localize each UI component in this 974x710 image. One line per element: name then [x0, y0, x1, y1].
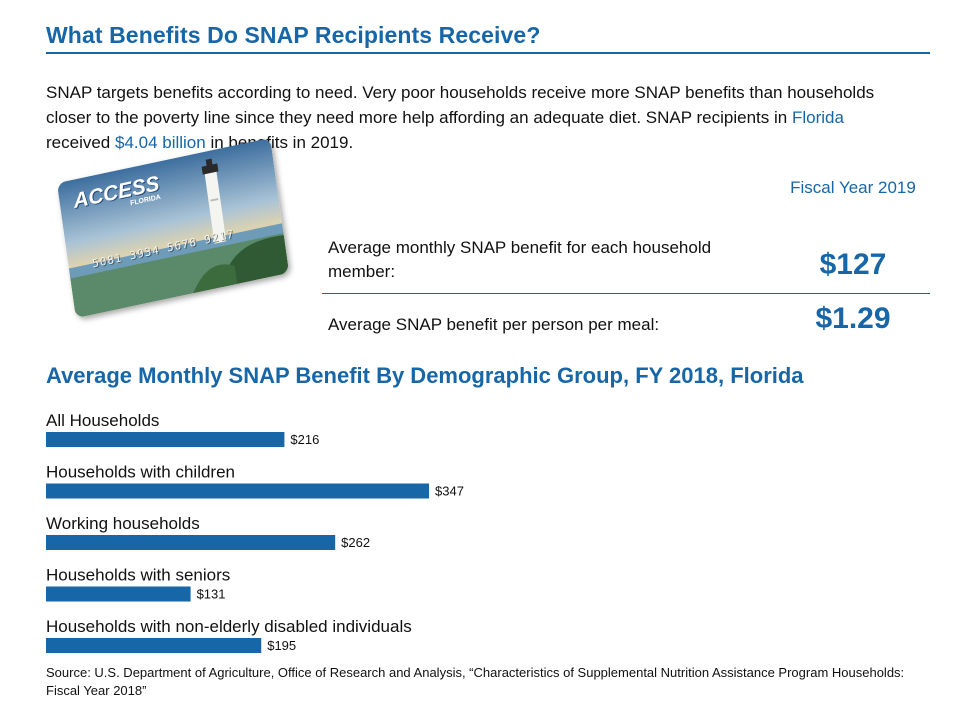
- category-label: Households with non-elderly disabled ind…: [46, 617, 412, 636]
- page-title: What Benefits Do SNAP Recipients Receive…: [46, 22, 541, 48]
- metric-value-household-member: $127: [819, 248, 887, 281]
- source-note: Source: U.S. Department of Agriculture, …: [46, 665, 905, 698]
- bar: [46, 535, 336, 550]
- intro-text-1: SNAP targets benefits according to need.…: [46, 83, 875, 127]
- category-label: Households with seniors: [46, 566, 230, 585]
- bar: [46, 586, 191, 602]
- intro-text-2: received: [46, 133, 115, 152]
- category-label: Working households: [46, 514, 200, 533]
- metric-label-per-meal: Average SNAP benefit per person per meal…: [328, 315, 660, 334]
- bar-value-label: $131: [197, 587, 226, 602]
- benefit-bar-chart: All Households $216 Households with childr…: [46, 411, 464, 653]
- title-divider: [46, 52, 930, 54]
- ebt-card-image: ACCESS FLORIDA 5081 3934 5678 9217: [56, 137, 290, 319]
- category-label: All Households: [46, 411, 159, 430]
- metric-label-household-member: Average monthly SNAP benefit for each ho…: [328, 238, 712, 281]
- bar: [46, 638, 262, 653]
- summary-divider: [322, 293, 930, 294]
- bar: [46, 432, 285, 447]
- intro-state: Florida: [791, 108, 844, 127]
- bar: [46, 483, 429, 499]
- card-scene-illustration: [56, 137, 290, 319]
- bar-value-label: $347: [435, 484, 464, 499]
- bar-value-label: $216: [290, 432, 319, 447]
- bar-value-label: $262: [341, 535, 370, 550]
- intro-amount: $4.04 billion: [114, 133, 206, 152]
- fiscal-year-header: Fiscal Year 2019: [790, 178, 916, 197]
- metric-value-per-meal: $1.29: [815, 302, 891, 335]
- chart-title: Average Monthly SNAP Benefit By Demograp…: [46, 363, 804, 388]
- intro-paragraph: SNAP targets benefits according to need.…: [46, 80, 906, 155]
- category-label: Households with children: [46, 463, 235, 482]
- bar-value-label: $195: [267, 638, 296, 653]
